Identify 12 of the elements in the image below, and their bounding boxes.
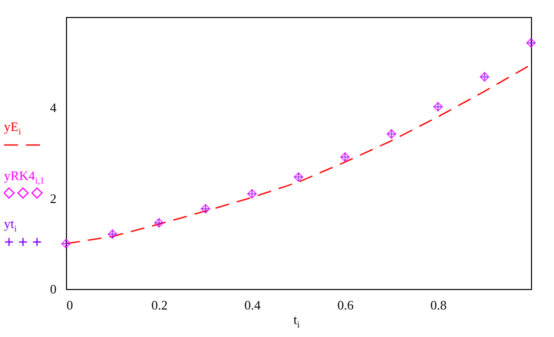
x-tick-label: 0.8 — [430, 298, 447, 312]
x-axis-title: t$_{i}$ — [294, 312, 300, 330]
y-tick-label: 2 — [50, 190, 56, 206]
text: yt$_{i}$ — [4, 216, 18, 236]
x-tick-label: 0.4 — [244, 298, 262, 312]
x-tick-label: 0.2 — [151, 298, 168, 312]
text: yE$_{i}$ — [4, 119, 22, 139]
y-tick-label: 4 — [50, 100, 57, 116]
y-tick-label: 0 — [50, 282, 56, 296]
x-tick-label: 0.6 — [337, 298, 354, 312]
text: yRK4$_{i,1}$ — [4, 168, 46, 188]
x-tick-label: 0 — [66, 298, 73, 312]
